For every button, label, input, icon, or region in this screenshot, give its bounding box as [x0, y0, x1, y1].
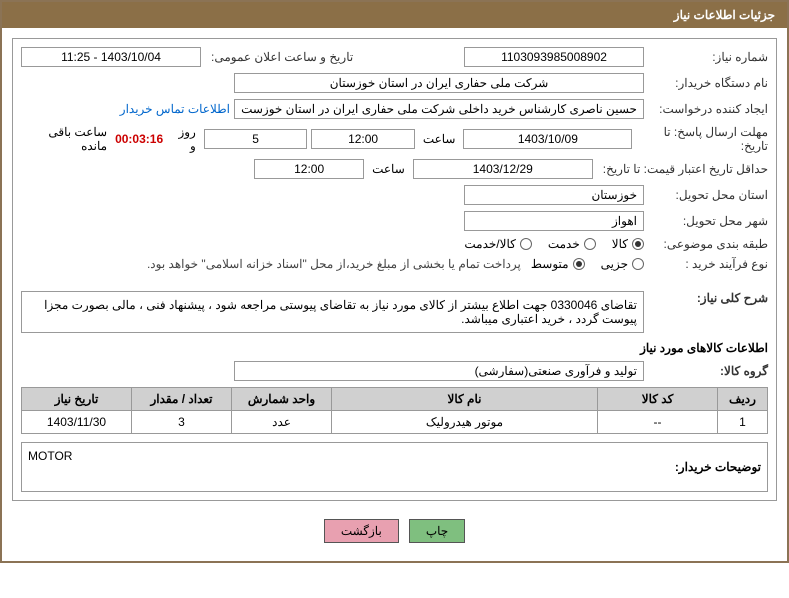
buyer-org-label: نام دستگاه خریدار:: [648, 76, 768, 90]
summary-label: شرح کلی نیاز:: [648, 291, 768, 305]
countdown: 00:03:16: [115, 132, 163, 146]
row-deadline: مهلت ارسال پاسخ: تا تاریخ: 1403/10/09 سا…: [21, 125, 768, 153]
row-goods-group: گروه کالا: تولید و فرآوری صنعتی(سفارشی): [21, 361, 768, 381]
city-field: اهواز: [464, 211, 644, 231]
radio-goods-dot: [632, 238, 644, 250]
row-province: استان محل تحویل: خوزستان: [21, 185, 768, 205]
th-code: کد کالا: [598, 388, 718, 411]
info-panel: شماره نیاز: 1103093985008902 تاریخ و ساع…: [12, 38, 777, 501]
buyer-notes-value: MOTOR: [22, 443, 647, 491]
radio-service-label: خدمت: [548, 237, 580, 251]
row-category: طبقه بندی موضوعی: کالا خدمت کالا/خدمت: [21, 237, 768, 251]
remaining-label: ساعت باقی مانده: [21, 125, 111, 153]
province-label: استان محل تحویل:: [648, 188, 768, 202]
validity-date-field: 1403/12/29: [413, 159, 593, 179]
panel-title: جزئیات اطلاعات نیاز: [674, 8, 775, 22]
back-button[interactable]: بازگشت: [324, 519, 399, 543]
province-field: خوزستان: [464, 185, 644, 205]
cell-row: 1: [718, 411, 768, 434]
buyer-notes-box: توضیحات خریدار: MOTOR: [21, 442, 768, 492]
radio-medium[interactable]: متوسط: [531, 257, 585, 271]
radio-partial-dot: [632, 258, 644, 270]
days-and-label: روز و: [167, 125, 200, 153]
deadline-time-field: 12:00: [311, 129, 414, 149]
time-label-2: ساعت: [368, 162, 409, 176]
radio-service-dot: [584, 238, 596, 250]
summary-box: تقاضای 0330046 جهت اطلاع بیشتر از کالای …: [21, 291, 644, 333]
th-name: نام کالا: [332, 388, 598, 411]
th-date: تاریخ نیاز: [22, 388, 132, 411]
row-need-number: شماره نیاز: 1103093985008902 تاریخ و ساع…: [21, 47, 768, 67]
content: شماره نیاز: 1103093985008902 تاریخ و ساع…: [2, 28, 787, 561]
row-summary: شرح کلی نیاز: تقاضای 0330046 جهت اطلاع ب…: [21, 291, 768, 333]
radio-medium-dot: [573, 258, 585, 270]
row-city: شهر محل تحویل: اهواز: [21, 211, 768, 231]
radio-both[interactable]: کالا/خدمت: [464, 237, 531, 251]
goods-info-title: اطلاعات کالاهای مورد نیاز: [21, 341, 768, 355]
goods-table: ردیف کد کالا نام کالا واحد شمارش تعداد /…: [21, 387, 768, 434]
need-number-label: شماره نیاز:: [648, 50, 768, 64]
announce-label: تاریخ و ساعت اعلان عمومی:: [205, 50, 353, 64]
days-count-field: 5: [204, 129, 307, 149]
button-row: چاپ بازگشت: [12, 511, 777, 551]
radio-both-dot: [520, 238, 532, 250]
print-button[interactable]: چاپ: [409, 519, 465, 543]
radio-goods[interactable]: کالا: [612, 237, 644, 251]
contact-link[interactable]: اطلاعات تماس خریدار: [120, 102, 230, 116]
row-requester: ایجاد کننده درخواست: حسین ناصری کارشناس …: [21, 99, 768, 119]
radio-service[interactable]: خدمت: [548, 237, 596, 251]
cell-qty: 3: [132, 411, 232, 434]
table-row: 1--موتور هیدرولیکعدد31403/11/30: [22, 411, 768, 434]
th-row: ردیف: [718, 388, 768, 411]
panel-header: جزئیات اطلاعات نیاز: [2, 2, 787, 28]
time-label-1: ساعت: [419, 132, 460, 146]
process-label: نوع فرآیند خرید :: [648, 257, 768, 271]
category-label: طبقه بندی موضوعی:: [648, 237, 768, 251]
validity-time-field: 12:00: [254, 159, 364, 179]
payment-note: پرداخت تمام یا بخشی از مبلغ خرید،از محل …: [147, 257, 527, 271]
need-number-field: 1103093985008902: [464, 47, 644, 67]
row-process: نوع فرآیند خرید : جزیی متوسط پرداخت تمام…: [21, 257, 768, 271]
radio-partial-label: جزیی: [601, 257, 628, 271]
deadline-date-field: 1403/10/09: [463, 129, 632, 149]
announce-field: 1403/10/04 - 11:25: [21, 47, 201, 67]
validity-label: حداقل تاریخ اعتبار قیمت: تا تاریخ:: [597, 162, 768, 176]
main-panel: جزئیات اطلاعات نیاز شماره نیاز: 11030939…: [0, 0, 789, 563]
radio-medium-label: متوسط: [531, 257, 569, 271]
city-label: شهر محل تحویل:: [648, 214, 768, 228]
buyer-notes-label: توضیحات خریدار:: [647, 443, 767, 491]
cell-date: 1403/11/30: [22, 411, 132, 434]
cell-name: موتور هیدرولیک: [332, 411, 598, 434]
goods-group-field: تولید و فرآوری صنعتی(سفارشی): [234, 361, 644, 381]
cell-unit: عدد: [232, 411, 332, 434]
deadline-label: مهلت ارسال پاسخ: تا تاریخ:: [636, 125, 768, 153]
cell-code: --: [598, 411, 718, 434]
row-buyer-org: نام دستگاه خریدار: شرکت ملی حفاری ایران …: [21, 73, 768, 93]
requester-field: حسین ناصری کارشناس خرید داخلی شرکت ملی ح…: [234, 99, 644, 119]
requester-label: ایجاد کننده درخواست:: [648, 102, 768, 116]
table-header-row: ردیف کد کالا نام کالا واحد شمارش تعداد /…: [22, 388, 768, 411]
process-radios: جزیی متوسط: [531, 257, 644, 271]
goods-group-label: گروه کالا:: [648, 364, 768, 378]
category-radios: کالا خدمت کالا/خدمت: [464, 237, 644, 251]
th-unit: واحد شمارش: [232, 388, 332, 411]
buyer-org-field: شرکت ملی حفاری ایران در استان خوزستان: [234, 73, 644, 93]
th-qty: تعداد / مقدار: [132, 388, 232, 411]
row-validity: حداقل تاریخ اعتبار قیمت: تا تاریخ: 1403/…: [21, 159, 768, 179]
radio-both-label: کالا/خدمت: [464, 237, 515, 251]
radio-goods-label: کالا: [612, 237, 628, 251]
radio-partial[interactable]: جزیی: [601, 257, 644, 271]
